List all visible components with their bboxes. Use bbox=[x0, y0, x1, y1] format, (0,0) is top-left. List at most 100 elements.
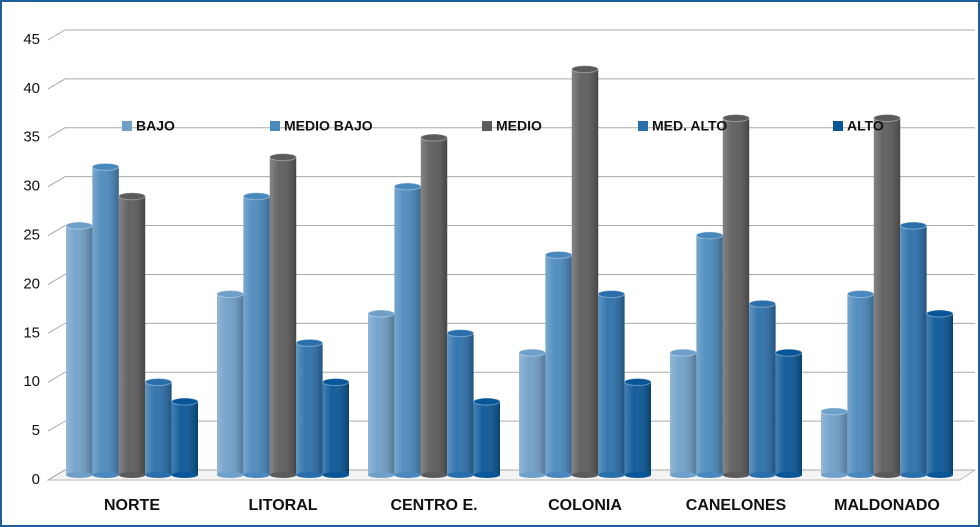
bar-bottom bbox=[696, 472, 723, 478]
bar-cap bbox=[269, 153, 297, 162]
bar-shade bbox=[519, 352, 546, 475]
y-tick-label: 35 bbox=[23, 129, 40, 146]
bar-bottom bbox=[847, 472, 874, 478]
bar-bottom bbox=[368, 472, 395, 478]
bar-cap bbox=[171, 397, 199, 406]
grid-line bbox=[47, 322, 975, 334]
bar-cap bbox=[624, 378, 652, 386]
bar-shade bbox=[775, 352, 802, 475]
grid-line bbox=[47, 225, 975, 236]
bar-shade bbox=[847, 294, 874, 475]
bar-shade bbox=[722, 118, 750, 475]
bar-shade bbox=[269, 157, 297, 475]
bar-cap bbox=[65, 221, 93, 230]
bar-shade bbox=[296, 342, 323, 475]
bar-bottom bbox=[171, 472, 198, 478]
y-tick-label: 45 bbox=[23, 31, 40, 48]
y-tick-label: 25 bbox=[23, 227, 40, 244]
bar-cap bbox=[144, 378, 173, 386]
bar-cap bbox=[873, 114, 901, 122]
y-tick-label: 30 bbox=[23, 178, 40, 195]
bar-shade bbox=[145, 382, 172, 475]
legend-swatch bbox=[482, 121, 492, 131]
bar-bottom bbox=[775, 472, 802, 478]
bar-bottom bbox=[749, 472, 776, 478]
bar-cap bbox=[899, 221, 928, 230]
bar-bottom bbox=[722, 472, 750, 478]
x-tick-label: NORTE bbox=[104, 497, 160, 514]
x-tick-label: COLONIA bbox=[548, 497, 622, 514]
bar-bottom bbox=[571, 472, 599, 478]
y-tick-label: 20 bbox=[23, 275, 40, 292]
bar-bottom bbox=[873, 472, 901, 478]
bar-bottom bbox=[118, 472, 146, 478]
bar-cap bbox=[518, 348, 546, 357]
bar-cap bbox=[91, 162, 120, 171]
bar-cap bbox=[695, 231, 724, 240]
bar-shade bbox=[571, 69, 599, 475]
legend-label: MEDIO bbox=[496, 118, 542, 134]
grid-line bbox=[47, 78, 975, 90]
bar-bottom bbox=[821, 472, 848, 478]
bar-bottom bbox=[447, 472, 474, 478]
bar-shade bbox=[92, 166, 119, 475]
bar-bottom bbox=[926, 472, 953, 478]
bar-shade bbox=[545, 254, 572, 475]
bar-cap bbox=[597, 290, 626, 298]
legend-label: BAJO bbox=[136, 118, 175, 134]
bar-shade bbox=[322, 382, 349, 475]
bar-shade bbox=[171, 401, 198, 475]
bar-shade bbox=[473, 401, 500, 475]
bar-cap bbox=[748, 299, 777, 308]
bar-cap bbox=[571, 65, 599, 74]
x-tick-label: CANELONES bbox=[686, 497, 787, 514]
bar-shade bbox=[624, 382, 651, 475]
bar-cap bbox=[393, 182, 422, 191]
bar-bottom bbox=[545, 472, 572, 478]
bar-bottom bbox=[217, 472, 244, 478]
bar-cap bbox=[473, 397, 501, 406]
bar-bottom bbox=[92, 472, 119, 478]
bar-cap bbox=[846, 290, 875, 298]
bar-cap bbox=[446, 329, 475, 338]
bar-cap bbox=[722, 114, 750, 122]
x-tick-label: MALDONADO bbox=[834, 497, 940, 514]
legend-swatch bbox=[270, 121, 280, 131]
bar-cap bbox=[242, 192, 271, 201]
bar-bottom bbox=[145, 472, 172, 478]
y-tick-label: 0 bbox=[32, 471, 40, 488]
bar-bottom bbox=[420, 472, 448, 478]
bar-shade bbox=[368, 313, 395, 475]
bar-bottom bbox=[473, 472, 500, 478]
bar-shade bbox=[900, 225, 927, 475]
y-tick-label: 15 bbox=[23, 324, 40, 341]
legend-swatch bbox=[638, 121, 648, 131]
legend-label: MEDIO BAJO bbox=[284, 118, 373, 134]
y-tick-label: 10 bbox=[23, 373, 40, 390]
bar-cap bbox=[322, 378, 350, 386]
bar-bottom bbox=[670, 472, 697, 478]
bar-cap bbox=[420, 133, 448, 142]
bar-cap bbox=[118, 192, 146, 201]
bar-shade bbox=[670, 352, 697, 475]
bar-shade bbox=[447, 333, 474, 475]
grid-line bbox=[47, 273, 975, 285]
bar-shade bbox=[873, 118, 901, 475]
bar-shade bbox=[118, 196, 146, 475]
bar-cap bbox=[216, 290, 244, 298]
bar-shade bbox=[598, 294, 625, 475]
grid-line bbox=[47, 127, 975, 139]
bar-bottom bbox=[624, 472, 651, 478]
bar-cap bbox=[544, 250, 573, 259]
bar-shade bbox=[696, 235, 723, 475]
bar-bottom bbox=[66, 472, 93, 478]
bar-shade bbox=[243, 196, 270, 475]
legend-swatch bbox=[833, 121, 843, 131]
bar-bottom bbox=[519, 472, 546, 478]
bar-cap bbox=[820, 407, 848, 416]
y-tick-label: 5 bbox=[32, 422, 40, 439]
x-tick-label: CENTRO E. bbox=[390, 497, 477, 514]
grid-line bbox=[47, 29, 975, 41]
bar-cap bbox=[367, 309, 395, 318]
